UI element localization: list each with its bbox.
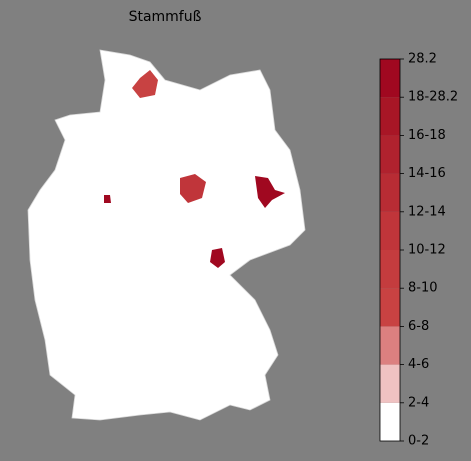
district-highlight bbox=[210, 248, 225, 268]
colorbar-label: 14-16 bbox=[408, 166, 446, 181]
colorbar-segment bbox=[380, 97, 400, 136]
country-outline bbox=[27, 49, 306, 421]
colorbar-label: 12-14 bbox=[408, 204, 446, 219]
colorbar-label: 28.2 bbox=[408, 52, 437, 67]
colorbar-segment bbox=[380, 135, 400, 174]
colorbar-segment bbox=[380, 288, 400, 327]
colorbar-segment bbox=[380, 173, 400, 212]
colorbar-label: 0-2 bbox=[408, 434, 429, 449]
colorbar: 0-2 2-4 4-6 6-8 8-10 10-12 12-14 14-16 16-18 18-2… bbox=[379, 52, 458, 449]
colorbar-label: 2-4 bbox=[408, 395, 429, 410]
colorbar-label: 4-6 bbox=[408, 357, 429, 372]
colorbar-segment bbox=[380, 59, 400, 98]
colorbar-label: 10-12 bbox=[408, 243, 446, 258]
district-highlight bbox=[180, 174, 206, 203]
colorbar-segment bbox=[380, 364, 400, 403]
colorbar-label: 16-18 bbox=[408, 128, 446, 143]
district-highlight bbox=[104, 195, 111, 203]
colorbar-label: 18-28.2 bbox=[408, 90, 458, 105]
district-highlight bbox=[132, 70, 158, 98]
germany-map bbox=[27, 49, 306, 421]
colorbar-segment bbox=[380, 326, 400, 365]
colorbar-label: 6-8 bbox=[408, 319, 429, 334]
colorbar-segment bbox=[380, 211, 400, 250]
colorbar-segment bbox=[380, 250, 400, 289]
map-title: Stammfuß bbox=[129, 9, 202, 25]
district-highlight bbox=[255, 176, 285, 208]
colorbar-label: 8-10 bbox=[408, 281, 438, 296]
colorbar-segment bbox=[380, 402, 400, 441]
